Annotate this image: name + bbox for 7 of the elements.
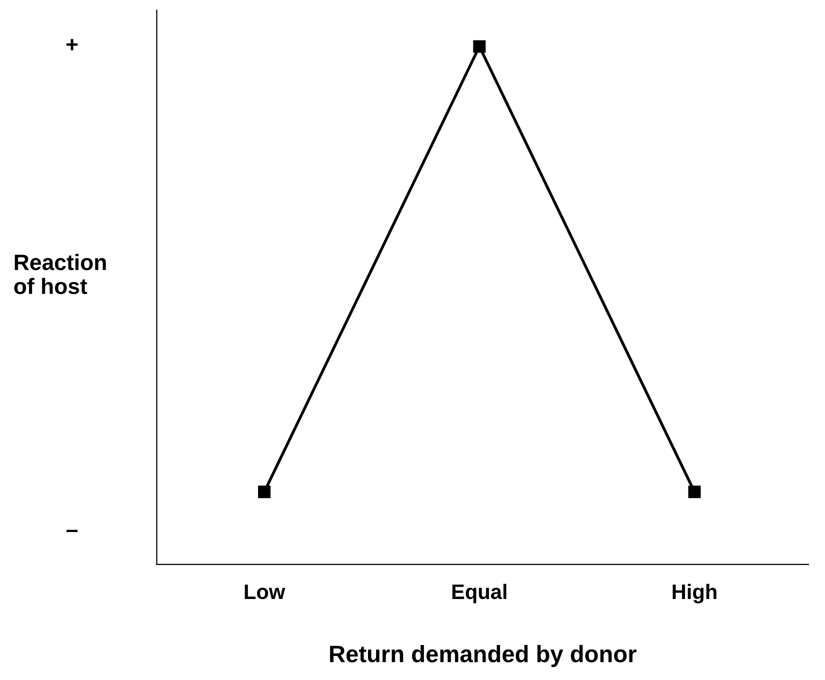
y-axis-title: Reaction of host [14, 254, 106, 294]
x-tick-label: Equal [452, 584, 506, 604]
x-tick-label: Low [244, 584, 286, 600]
text: – [66, 530, 78, 532]
x-tick-label: High [672, 584, 716, 604]
text: + [66, 38, 78, 50]
x-axis-title: Return demanded by donor [330, 645, 636, 668]
